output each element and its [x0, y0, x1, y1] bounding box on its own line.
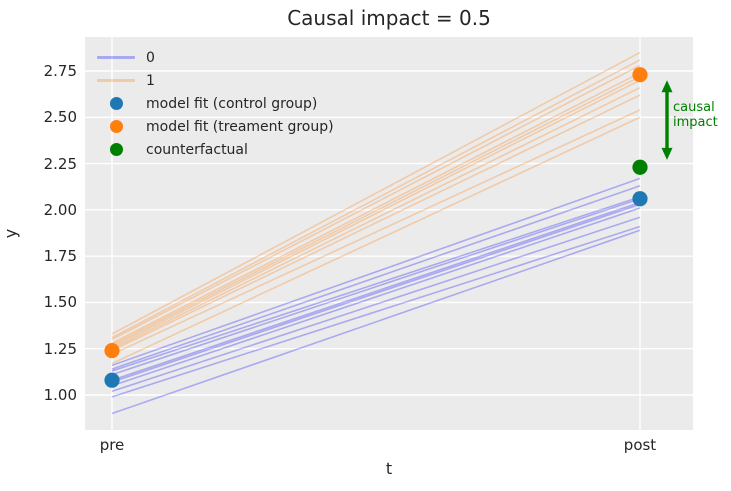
legend-item-2: model fit (control group)	[96, 92, 334, 115]
data-line-group0-2	[111, 196, 641, 372]
legend-swatch	[97, 56, 135, 59]
data-line-group1-4	[111, 75, 641, 346]
causal-impact-arrow-head-top	[661, 80, 673, 93]
legend-item-1: 1	[96, 69, 334, 92]
data-line-group0-5	[111, 203, 641, 383]
legend-item-0: 0	[96, 46, 334, 69]
legend-swatch	[109, 143, 123, 156]
marker-model-fit-treament-group--post	[632, 67, 648, 83]
ytick-label-2.50: 2.50	[43, 108, 77, 127]
causal-impact-arrow-head-bottom	[661, 147, 673, 160]
marker-model-fit-control-group--post	[632, 191, 648, 207]
axes-background	[85, 37, 693, 430]
legend-item-4: counterfactual	[96, 138, 334, 161]
legend-label: counterfactual	[146, 141, 248, 158]
data-line-group1-5	[111, 79, 641, 348]
x-axis-label: t	[385, 459, 393, 478]
ytick-label-2.75: 2.75	[43, 62, 77, 80]
marker-model-fit-control-group--pre	[104, 372, 120, 388]
legend-label: model fit (control group)	[146, 95, 318, 112]
legend-swatch	[109, 120, 123, 133]
legend: 0 1 model fit (control group) model fit (tr…	[96, 46, 334, 161]
legend-label: 0	[146, 49, 155, 66]
legend-dot-icon	[96, 143, 136, 156]
data-line-group0-9	[111, 229, 641, 415]
ytick-label-1.25: 1.25	[43, 339, 77, 358]
data-line-group1-2	[111, 64, 641, 341]
ytick-label-2.25: 2.25	[43, 154, 77, 173]
data-line-group0-6	[111, 207, 641, 387]
ytick-label-2.00: 2.00	[43, 200, 77, 219]
data-line-group1-6	[111, 86, 641, 350]
data-line-group1-9	[111, 116, 641, 365]
chart-title: Causal impact = 0.5	[287, 6, 491, 30]
data-line-group0-3	[111, 197, 641, 376]
ytick-label-1.00: 1.00	[43, 386, 77, 404]
legend-line-icon	[96, 56, 136, 59]
data-line-group0-8	[111, 225, 641, 398]
legend-item-3: model fit (treament group)	[96, 115, 334, 138]
legend-line-icon	[96, 79, 136, 82]
legend-label: 1	[146, 72, 155, 89]
legend-swatch	[109, 97, 123, 110]
annotation-line: causal	[673, 100, 715, 115]
data-line-group1-0	[111, 51, 641, 335]
data-line-group0-7	[111, 216, 641, 393]
ytick-label-1.50: 1.50	[43, 293, 77, 312]
data-line-group1-3	[111, 72, 641, 344]
ytick-label-1.75: 1.75	[43, 247, 77, 266]
data-line-group0-4	[111, 201, 641, 381]
xtick-label-pre: pre	[99, 436, 125, 454]
legend-swatch	[97, 79, 135, 82]
annotation-line: impact	[673, 115, 718, 130]
xtick-label-post: post	[623, 436, 657, 454]
data-line-group1-8	[111, 109, 641, 355]
marker-counterfactual-post	[632, 159, 648, 175]
legend-dot-icon	[96, 120, 136, 133]
y-axis-label: y	[1, 228, 21, 239]
data-line-group0-0	[111, 177, 641, 367]
data-line-group1-7	[111, 94, 641, 352]
data-line-group0-1	[111, 185, 641, 370]
marker-model-fit-treament-group--pre	[104, 342, 120, 359]
legend-dot-icon	[96, 97, 136, 110]
annotation-causal-impact: causal impact	[673, 100, 718, 130]
legend-label: model fit (treament group)	[146, 118, 334, 135]
data-line-group1-1	[111, 59, 641, 339]
